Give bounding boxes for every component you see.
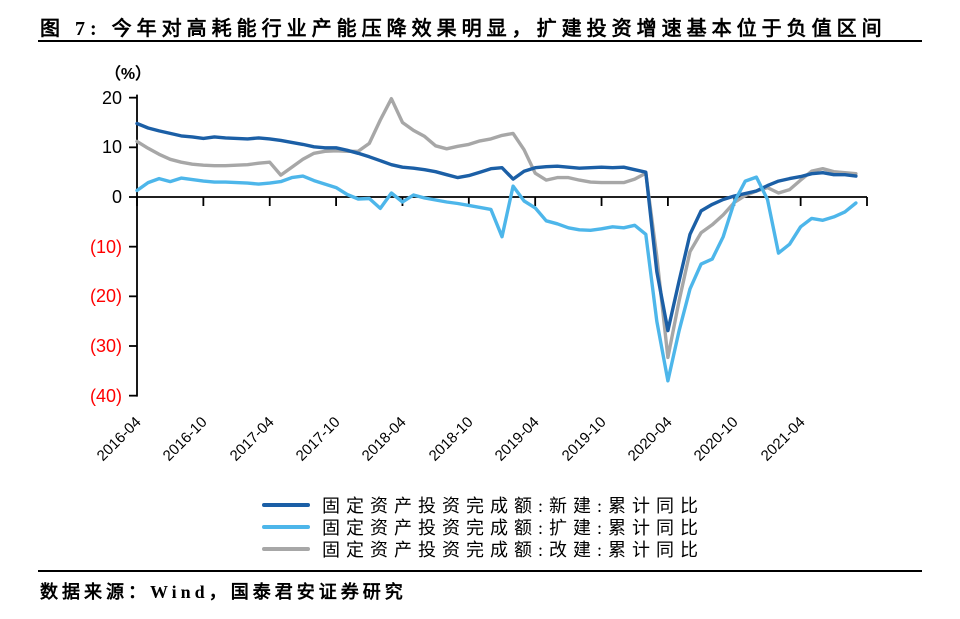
y-tick-label: (40) [89, 385, 122, 406]
legend-swatch-renovation [262, 547, 310, 551]
chart-legend: 固定资产投资完成额:新建:累计同比 固定资产投资完成额:扩建:累计同比 固定资产投资… [262, 494, 704, 560]
y-tick-label: 10 [101, 137, 122, 158]
legend-label: 固定资产投资完成额:扩建:累计同比 [322, 518, 705, 538]
legend-item-expansion: 固定资产投资完成额:扩建:累计同比 [262, 516, 704, 538]
legend-item-renovation: 固定资产投资完成额:改建:累计同比 [262, 538, 704, 560]
series-line-expansion [135, 174, 858, 383]
legend-item-new-construction: 固定资产投资完成额:新建:累计同比 [262, 494, 704, 516]
y-tick-label: (30) [89, 336, 122, 356]
figure-title: 图 7: 今年对高耗能行业产能压降效果明显，扩建投资增速基本位于负值区间 [40, 18, 887, 40]
legend-swatch-new-construction [262, 503, 310, 507]
legend-swatch-expansion [262, 525, 310, 529]
y-tick-label: (20) [89, 286, 122, 307]
data-source: 数据来源：Wind，国泰君安证券研究 [40, 582, 407, 602]
legend-label: 固定资产投资完成额:新建:累计同比 [322, 496, 705, 516]
footer-divider [38, 570, 922, 572]
y-tick-label: (10) [89, 236, 122, 257]
legend-label: 固定资产投资完成额:改建:累计同比 [322, 540, 705, 560]
y-tick-label: 20 [101, 87, 122, 108]
y-tick-label: 0 [111, 187, 122, 207]
title-divider [38, 40, 922, 42]
y-axis-unit-label: （%） [104, 66, 152, 83]
